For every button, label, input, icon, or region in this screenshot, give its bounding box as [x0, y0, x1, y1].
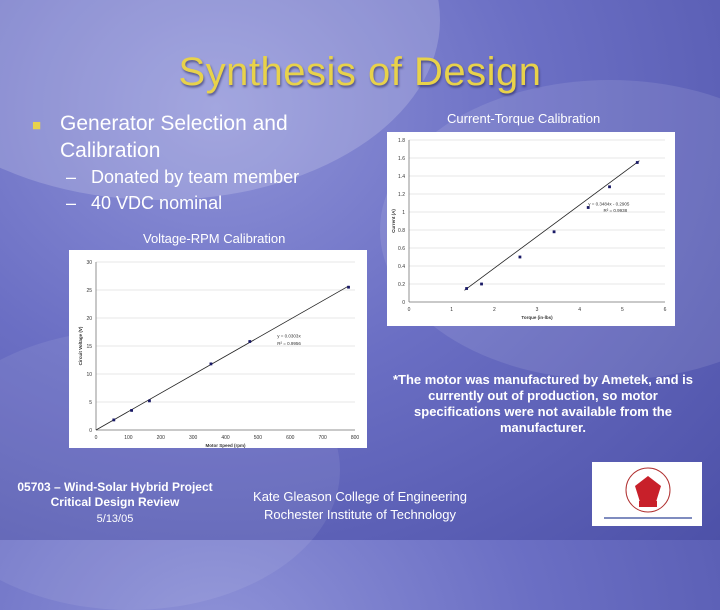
trend-equation: y = 0.0303x: [277, 334, 301, 339]
dash: –: [66, 193, 77, 213]
data-point: [480, 282, 483, 286]
project-name: 05703 – Wind-Solar Hybrid Project: [17, 480, 213, 494]
review-name: Critical Design Review: [50, 495, 180, 509]
bullet-text: Generator Selection and Calibration: [60, 112, 288, 162]
y-tick-label: 0.2: [398, 282, 405, 288]
y-tick-label: 1.2: [398, 192, 405, 198]
sub-item-text: 40 VDC nominal: [91, 193, 223, 213]
x-tick-label: 400: [221, 435, 230, 441]
data-point: [248, 340, 252, 343]
y-tick-label: 15: [86, 344, 92, 350]
voltage-rpm-chart: 0 5 10 15 20 25 30 0 100 200 300 400 500 600 700 800 Mot…: [69, 250, 367, 448]
data-point: [608, 185, 611, 189]
y-tick-label: 10: [86, 372, 92, 378]
y-tick-label: 0.4: [398, 264, 405, 270]
x-tick-label: 0: [408, 307, 411, 313]
trend-equation: y = 0.3484x - 0.2905: [588, 202, 630, 207]
institute-name: Rochester Institute of Technology: [264, 507, 456, 522]
bullet-square-icon: ■: [32, 117, 42, 134]
current-torque-caption: Current-Torque Calibration: [447, 111, 601, 126]
x-tick-label: 700: [318, 435, 327, 441]
college-name: Kate Gleason College of Engineering: [253, 489, 467, 504]
data-point: [518, 255, 522, 259]
y-tick-label: 5: [89, 400, 92, 406]
y-tick-label: 0: [89, 428, 92, 434]
dash: –: [66, 167, 77, 187]
x-tick-label: 200: [157, 435, 166, 441]
team-logo-pentagon-icon: [604, 467, 692, 519]
x-axis-label: Motor Speed (rpm): [206, 443, 247, 448]
trendline: [95, 285, 349, 431]
motor-note: *The motor was manufactured by Ametek, a…: [392, 372, 694, 435]
y-tick-label: 25: [86, 288, 92, 294]
y-axis-label: Current (A): [391, 209, 396, 233]
y-tick-label: 0.6: [398, 246, 405, 252]
x-tick-label: 2: [493, 307, 496, 313]
voltage-rpm-caption: Voltage-RPM Calibration: [143, 231, 286, 246]
sub-item: – 40 VDC nominal: [66, 193, 222, 214]
trend-r-squared: R² = 0.9956: [277, 341, 301, 346]
y-tick-label: 1.8: [398, 138, 405, 144]
x-tick-label: 100: [124, 435, 133, 441]
slide-title: Synthesis of Design: [178, 50, 542, 94]
data-point: [586, 206, 590, 209]
data-point: [347, 285, 350, 289]
trendline: [464, 160, 640, 291]
y-tick-label: 20: [86, 316, 92, 322]
bullet-item: ■ Generator Selection and Calibration: [32, 110, 362, 164]
x-tick-label: 300: [189, 435, 198, 441]
current-torque-chart: 0 0.2 0.4 0.6 0.8 1 1.2 1.4 1.6 1.8 0 1 2 3 4 5 6 Torque …: [387, 132, 675, 326]
sub-item-text: Donated by team member: [91, 167, 300, 187]
x-tick-label: 800: [351, 435, 360, 441]
data-point: [635, 161, 639, 164]
data-point: [552, 230, 556, 234]
footer-institution: Kate Gleason College of Engineering Roch…: [230, 488, 490, 524]
y-tick-label: 30: [86, 260, 92, 266]
review-date: 5/13/05: [96, 513, 134, 525]
data-point: [465, 287, 468, 290]
x-tick-label: 6: [664, 307, 667, 313]
x-tick-label: 5: [621, 307, 624, 313]
y-tick-label: 0: [402, 300, 405, 306]
data-point: [209, 362, 213, 366]
x-axis-label: Torque (in-lbs): [521, 315, 553, 320]
y-tick-label: 1.4: [398, 174, 405, 180]
x-tick-label: 0: [95, 435, 98, 441]
x-tick-label: 600: [286, 435, 295, 441]
y-axis-label: Circuit Voltage (V): [78, 326, 83, 365]
y-tick-label: 0.8: [398, 228, 405, 234]
x-tick-label: 4: [578, 307, 581, 313]
footer-project-info: 05703 – Wind-Solar Hybrid Project Critic…: [10, 480, 220, 527]
y-tick-label: 1.6: [398, 156, 405, 162]
y-tick-label: 1: [402, 210, 405, 216]
x-tick-label: 500: [254, 435, 263, 441]
x-tick-label: 1: [450, 307, 453, 313]
data-point: [112, 418, 116, 422]
data-point: [130, 409, 134, 412]
data-point: [148, 399, 151, 403]
trend-r-squared: R² = 0.9938: [604, 208, 628, 213]
sub-item: – Donated by team member: [66, 167, 299, 188]
x-tick-label: 3: [536, 307, 539, 313]
team-logo: [592, 462, 702, 526]
current-torque-plot: 0 0.2 0.4 0.6 0.8 1 1.2 1.4 1.6 1.8 0 1 2 3 4 5 6 Torque …: [391, 138, 667, 320]
